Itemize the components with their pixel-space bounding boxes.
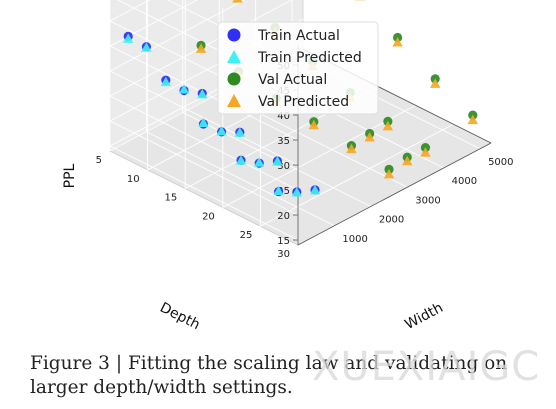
width-tick-label: 5000 [488, 157, 513, 168]
grid-line-z-left [109, 70, 299, 166]
depth-tick-label: 10 [127, 174, 140, 185]
depth-tick-label: 5 [96, 155, 102, 166]
data-point-train-predicted [235, 155, 247, 165]
data-point-val-predicted [467, 114, 478, 125]
z-tick-label: 35 [277, 136, 290, 147]
grid-line-z-left [109, 120, 299, 216]
grid-line-z-left [109, 95, 299, 191]
width-tick-label: 4000 [452, 176, 477, 187]
z-tick-label: 20 [277, 211, 290, 222]
grid-line-z-right [109, 0, 293, 97]
data-point-val-predicted [429, 78, 441, 88]
grid-line-z-right [109, 0, 151, 22]
data-point-val-predicted [346, 143, 357, 154]
legend-marker-val-predicted [227, 94, 241, 107]
legend-marker-val-actual [227, 72, 241, 86]
data-point-val-predicted [308, 119, 320, 130]
data-point-train-predicted [309, 184, 321, 195]
data-point-train-predicted [123, 33, 134, 43]
z-axis-title: PPL [62, 163, 78, 188]
grid-line-z-right [109, 0, 246, 72]
width-tick-label: 3000 [415, 195, 440, 206]
data-point-val-predicted [383, 168, 395, 179]
figure-caption: Figure 3 | Fitting the scaling law and v… [30, 353, 508, 398]
data-point-train-predicted [216, 125, 227, 136]
data-point-val-predicted [402, 155, 413, 166]
legend-label: Train Actual [257, 28, 340, 44]
data-point-train-predicted [272, 156, 283, 166]
z-tick-label: 15 [277, 236, 290, 247]
depth-tick-label: 30 [277, 249, 290, 260]
width-tick-label: 1000 [342, 234, 367, 245]
data-point-val-predicted [392, 37, 403, 47]
data-point-train-predicted [160, 76, 172, 87]
data-point-train-predicted [178, 84, 190, 94]
data-point-train-predicted [254, 157, 265, 167]
scatter-3d-chart: 1520253035404550510152025301000200030004… [62, 0, 514, 334]
legend-label: Train Predicted [257, 50, 362, 66]
data-point-train-predicted [198, 117, 209, 127]
data-point-train-predicted [273, 185, 284, 196]
depth-tick-label: 15 [164, 193, 177, 204]
data-point-val-predicted [382, 120, 394, 131]
z-tick-label: 25 [277, 186, 290, 197]
data-point-train-predicted [141, 42, 152, 52]
width-tick-label: 2000 [379, 215, 404, 226]
z-tick-label: 40 [277, 111, 290, 122]
depth-tick-label: 25 [240, 230, 253, 241]
depth-axis-edge [297, 142, 492, 246]
legend-marker-train-actual [227, 28, 241, 42]
depth-axis-title: Depth [157, 300, 202, 334]
data-point-train-predicted [291, 186, 303, 197]
data-point-val-predicted [195, 43, 207, 53]
legend-label: Val Actual [258, 72, 327, 88]
z-tick-label: 30 [277, 161, 290, 172]
grid-line-z-left [109, 145, 299, 241]
watermark-text: XUEXIAIGC [312, 344, 541, 390]
data-point-train-predicted [234, 127, 246, 137]
legend-box [217, 21, 379, 115]
legend-marker-train-predicted [227, 50, 241, 63]
data-point-val-predicted [364, 131, 375, 142]
legend-label: Val Predicted [258, 94, 349, 110]
data-point-train-predicted [197, 88, 208, 99]
data-point-val-predicted [420, 147, 431, 157]
depth-tick-label: 20 [202, 211, 215, 222]
width-axis-title: Width [402, 300, 445, 333]
grid-line-x-floor [146, 131, 335, 227]
grid-line-y-floor [260, 123, 454, 227]
grid-line-z-right [109, 0, 199, 47]
data-point-val-predicted [232, 0, 243, 3]
